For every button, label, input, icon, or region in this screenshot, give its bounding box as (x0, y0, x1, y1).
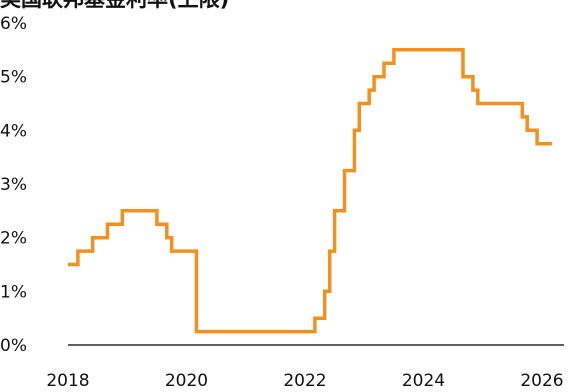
x-tick-label: 2020 (165, 371, 208, 388)
y-tick-label: 3% (0, 175, 27, 195)
y-tick-label: 0% (0, 336, 27, 356)
y-tick-labels: 0% 1% 2% 3% 4% 5% 6% (0, 14, 27, 356)
series-line (68, 48, 552, 334)
x-tick-label: 2022 (283, 371, 326, 388)
y-tick-label: 6% (0, 14, 27, 34)
x-tick-labels: 2018 2020 2022 2024 2026 (46, 371, 563, 391)
y-tick-label: 2% (0, 229, 27, 249)
x-tick-label: 2024 (402, 371, 445, 388)
x-tick-label: 2026 (520, 371, 563, 388)
y-tick-label: 1% (0, 282, 27, 302)
y-tick-label: 4% (0, 121, 27, 141)
chart-title: 美国联邦基金利率(上限) (0, 0, 229, 11)
x-tick-label: 2018 (46, 371, 89, 388)
y-tick-label: 5% (0, 68, 27, 88)
